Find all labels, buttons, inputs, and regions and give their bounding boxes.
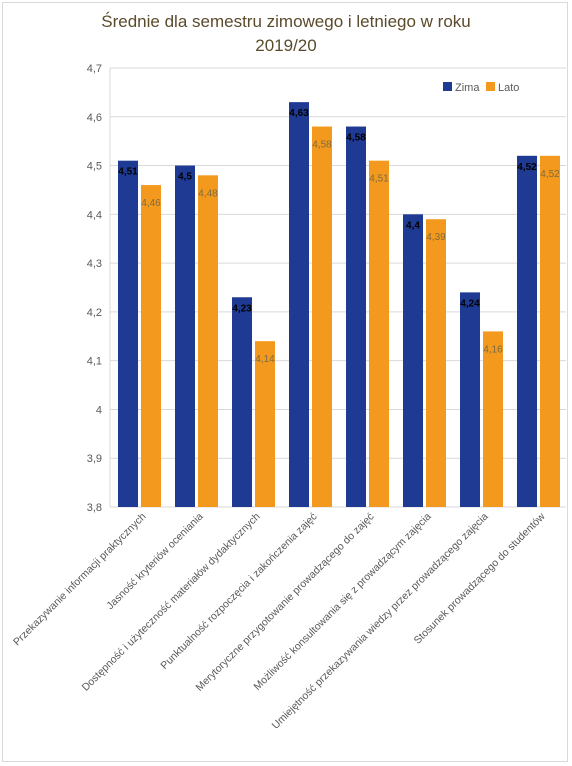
category-label: Umiejętność przekazywania wiedzy przez p… <box>270 511 491 732</box>
data-label-lato: 4,48 <box>198 188 218 199</box>
bar-lato <box>141 185 161 508</box>
bar-lato <box>255 341 275 507</box>
legend-label-zima: Zima <box>455 82 480 94</box>
data-label-lato: 4,16 <box>483 344 503 355</box>
bar-lato <box>198 175 218 508</box>
bar-zima <box>118 160 138 507</box>
chart-title-line2: 2019/20 <box>255 36 317 55</box>
bar-zima <box>346 126 366 508</box>
y-tick-label: 4,2 <box>87 307 102 319</box>
data-label-zima: 4,24 <box>460 298 480 309</box>
y-tick-label: 3,8 <box>87 502 102 514</box>
y-tick-label: 4,1 <box>87 356 102 368</box>
bar-zima <box>175 165 195 508</box>
y-tick-label: 4,7 <box>87 63 102 75</box>
category-label: Jasność kryteriów oceniania <box>104 511 205 612</box>
data-label-lato: 4,14 <box>255 354 275 365</box>
bar-zima <box>232 297 252 507</box>
data-label-lato: 4,52 <box>540 169 560 180</box>
chart-title: Średnie dla semestru zimowego i letniego… <box>0 10 572 58</box>
data-label-zima: 4,5 <box>178 172 192 183</box>
data-label-zima: 4,52 <box>517 162 537 173</box>
y-tick-label: 4 <box>96 404 102 416</box>
data-label-lato: 4,58 <box>312 140 332 151</box>
bar-zima <box>517 155 537 508</box>
y-tick-label: 4,5 <box>87 161 102 173</box>
legend-swatch-lato <box>486 82 495 91</box>
bar-lato <box>312 126 332 508</box>
data-label-zima: 4,63 <box>289 108 309 119</box>
bar-zima <box>460 292 480 507</box>
bar-zima <box>289 102 309 508</box>
data-label-zima: 4,51 <box>118 167 138 178</box>
bar-lato <box>426 219 446 507</box>
data-label-zima: 4,58 <box>346 133 366 144</box>
y-tick-label: 3,9 <box>87 453 102 465</box>
data-label-zima: 4,4 <box>406 220 420 231</box>
bar-lato <box>540 155 560 508</box>
category-label: Stosunek prowadzącego do studentów <box>412 510 548 646</box>
data-label-zima: 4,23 <box>232 303 252 314</box>
data-label-lato: 4,46 <box>141 198 161 209</box>
legend-label-lato: Lato <box>498 82 519 94</box>
chart-title-line1: Średnie dla semestru zimowego i letniego… <box>101 12 471 31</box>
y-tick-label: 4,3 <box>87 258 102 270</box>
data-label-lato: 4,51 <box>369 174 389 185</box>
y-tick-label: 4,4 <box>87 209 102 221</box>
bar-zima <box>403 214 423 508</box>
bar-lato <box>483 331 503 507</box>
data-label-lato: 4,39 <box>426 232 446 243</box>
y-tick-label: 4,6 <box>87 112 102 124</box>
legend-swatch-zima <box>443 82 452 91</box>
bar-lato <box>369 160 389 507</box>
